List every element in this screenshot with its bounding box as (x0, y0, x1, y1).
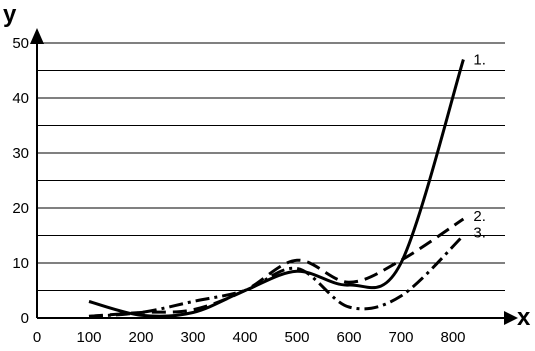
x-tick-label: 400 (232, 329, 257, 346)
x-tick-label: 800 (440, 329, 465, 346)
series-labels: 1. 2.3. (473, 52, 486, 242)
x-tick-label: 0 (33, 329, 41, 346)
y-tick-label: 20 (12, 200, 29, 217)
y-tick-label: 10 (12, 255, 29, 272)
x-axis-arrow (504, 311, 518, 325)
y-tick-labels: 0 10 20 30 40 50 (12, 35, 29, 327)
series-label-2: 2. (473, 208, 486, 225)
x-tick-label: 700 (388, 329, 413, 346)
gridlines (37, 42, 505, 291)
x-tick-label: 200 (128, 329, 153, 346)
y-tick-label: 30 (12, 145, 29, 162)
x-tick-label: 100 (76, 329, 101, 346)
y-axis-label: y (3, 1, 17, 28)
axes (30, 28, 518, 325)
series-label-1: 1. (473, 52, 486, 69)
y-axis-arrow (30, 28, 44, 44)
series-lines (88, 59, 465, 318)
x-axis-label: x (517, 304, 531, 331)
x-tick-labels: 0 100 200 300 400 500 600 700 800 (33, 329, 466, 346)
series-line-3 (88, 234, 465, 318)
y-tick-label: 50 (12, 35, 29, 52)
y-tick-label: 40 (12, 90, 29, 107)
x-tick-label: 500 (284, 329, 309, 346)
series-line-2 (88, 217, 465, 318)
series-line-1 (88, 59, 465, 318)
x-tick-label: 300 (180, 329, 205, 346)
x-tick-label: 600 (336, 329, 361, 346)
y-tick-label: 0 (21, 310, 29, 327)
series-label-3: 3. (473, 225, 486, 242)
